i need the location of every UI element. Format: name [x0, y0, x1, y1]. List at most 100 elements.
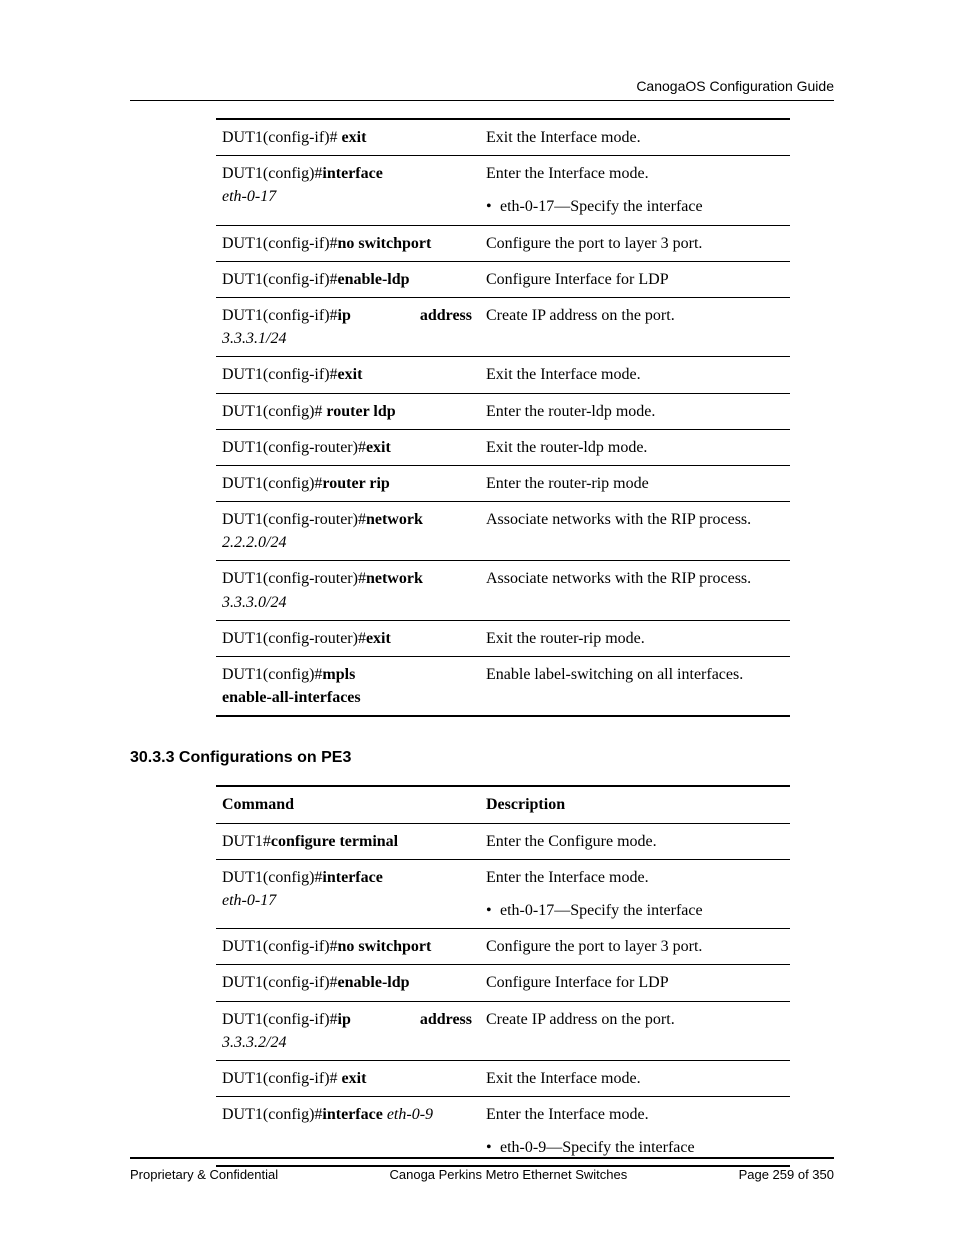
table-row: DUT1(config-if)#no switchport Configure …: [216, 225, 790, 261]
cmd-keyword: exit: [338, 366, 363, 383]
bullet-text: eth-0-17—Specify the interface: [500, 902, 703, 919]
cmd-description: Configure the port to layer 3 port.: [480, 225, 790, 261]
cmd-description: Enable label-switching on all interfaces…: [480, 657, 790, 717]
cmd-prefix: DUT1(config)#: [222, 666, 322, 683]
cmd-description: Configure Interface for LDP: [480, 261, 790, 297]
cmd-prefix: DUT1(config-if)#: [222, 938, 338, 955]
table-row: DUT1(config)#interface eth-0-17 Enter the…: [216, 156, 790, 225]
cmd-keyword: exit: [342, 1070, 367, 1087]
cmd-arg: 3.3.3.0/24: [222, 594, 286, 611]
cmd-prefix: DUT1(config-router)#: [222, 511, 366, 528]
cmd-description: Enter the Interface mode.: [486, 165, 649, 182]
table-row: DUT1(config-if)#ip address 3.3.3.1/24 Cre…: [216, 297, 790, 356]
cmd-arg: eth-0-9: [387, 1106, 433, 1123]
table-row: DUT1(config-if)#exit Exit the Interface …: [216, 357, 790, 393]
table-row: DUT1(config-router)#exit Exit the router…: [216, 429, 790, 465]
cmd-keyword: interface: [322, 869, 382, 886]
table-row: DUT1(config-if)#ip address 3.3.3.2/24 Cre…: [216, 1001, 790, 1060]
cmd-prefix: DUT1(config-router)#: [222, 570, 366, 587]
cmd-prefix: DUT1(config-router)#: [222, 630, 366, 647]
header-guide-title: CanogaOS Configuration Guide: [636, 78, 834, 94]
cmd-prefix: DUT1(config)#: [222, 165, 322, 182]
config-table-1: DUT1(config-if)# exit Exit the Interface…: [216, 118, 790, 717]
page-footer: Proprietary & Confidential Canoga Perkin…: [130, 1167, 834, 1182]
cmd-keyword: exit: [366, 630, 391, 647]
bullet-item: •eth-0-9—Specify the interface: [486, 1136, 782, 1159]
cmd-description: Exit the router-rip mode.: [480, 620, 790, 656]
cmd-prefix: DUT1(config-if)#: [222, 974, 338, 991]
table-row: DUT1(config-router)#network2.2.2.0/24 As…: [216, 502, 790, 561]
cmd-description: Create IP address on the port.: [480, 1001, 790, 1060]
table-row: DUT1(config-if)# exit Exit the Interface…: [216, 1060, 790, 1096]
bullet-item: •eth-0-17—Specify the interface: [486, 899, 782, 922]
cmd-prefix: DUT1(config-if)#: [222, 271, 338, 288]
cmd-keyword: configure terminal: [271, 833, 398, 850]
cmd-keyword: exit: [366, 439, 391, 456]
table-row: DUT1#configure terminal Enter the Config…: [216, 823, 790, 859]
cmd-description: Enter the Configure mode.: [480, 823, 790, 859]
table-row: DUT1(config-if)#no switchport Configure …: [216, 929, 790, 965]
cmd-keyword: ip address: [338, 1011, 472, 1028]
section-heading: 30.3.3 Configurations on PE3: [130, 749, 834, 767]
cmd-arg: 3.3.3.2/24: [222, 1034, 286, 1051]
cmd-description: Create IP address on the port.: [480, 297, 790, 356]
cmd-keyword: no switchport: [338, 938, 432, 955]
cmd-prefix: DUT1(config-router)#: [222, 439, 366, 456]
cmd-keyword: ip address: [338, 307, 472, 324]
cmd-description: Enter the Interface mode.: [486, 1106, 649, 1123]
cmd-description: Associate networks with the RIP process.: [480, 502, 790, 561]
table-row: DUT1(config-if)#enable-ldp Configure Int…: [216, 965, 790, 1001]
cmd-description: Exit the Interface mode.: [480, 1060, 790, 1096]
table-row: DUT1(config)# router ldp Enter the route…: [216, 393, 790, 429]
cmd-keyword: interface: [322, 165, 382, 182]
table-row: DUT1(config)#interface eth-0-9 Enter the…: [216, 1097, 790, 1167]
footer-left: Proprietary & Confidential: [130, 1167, 278, 1182]
footer-rule: [130, 1157, 834, 1159]
footer-right: Page 259 of 350: [739, 1167, 834, 1182]
cmd-keyword: network: [366, 570, 423, 587]
bullet-text: eth-0-17—Specify the interface: [500, 198, 703, 215]
cmd-prefix: DUT1(config-if)#: [222, 1011, 338, 1028]
table-row: DUT1(config-if)#enable-ldp Configure Int…: [216, 261, 790, 297]
bullet-text: eth-0-9—Specify the interface: [500, 1139, 695, 1156]
cmd-prefix: DUT1(config-if)#: [222, 307, 338, 324]
cmd-prefix: DUT1(config-if)#: [222, 129, 342, 146]
cmd-keyword: mpls: [322, 666, 355, 683]
cmd-prefix: DUT1(config)#: [222, 869, 322, 886]
cmd-keyword: no switchport: [338, 235, 432, 252]
cmd-prefix: DUT1(config-if)#: [222, 366, 338, 383]
column-header-command: Command: [216, 786, 480, 823]
table-row: DUT1(config-if)# exit Exit the Interface…: [216, 119, 790, 156]
cmd-description: Configure Interface for LDP: [480, 965, 790, 1001]
page-content: DUT1(config-if)# exit Exit the Interface…: [130, 118, 834, 1167]
table-row: DUT1(config)#interface eth-0-17 Enter the…: [216, 859, 790, 928]
cmd-description: Exit the Interface mode.: [480, 357, 790, 393]
cmd-keyword: enable-ldp: [338, 271, 410, 288]
cmd-arg: eth-0-17: [222, 188, 276, 205]
footer-center: Canoga Perkins Metro Ethernet Switches: [389, 1167, 627, 1182]
config-table-2: Command Description DUT1#configure termi…: [216, 785, 790, 1167]
table-row: DUT1(config)#mpls enable-all-interfaces E…: [216, 657, 790, 717]
cmd-description: Exit the router-ldp mode.: [480, 429, 790, 465]
cmd-description: Exit the Interface mode.: [480, 119, 790, 156]
cmd-arg: 3.3.3.1/24: [222, 330, 286, 347]
cmd-arg: eth-0-17: [222, 892, 276, 909]
cmd-description: Enter the router-ldp mode.: [480, 393, 790, 429]
cmd-keyword: router rip: [322, 475, 389, 492]
cmd-description: Associate networks with the RIP process.: [480, 561, 790, 620]
cmd-keyword: enable-ldp: [338, 974, 410, 991]
cmd-prefix: DUT1(config-if)#: [222, 1070, 342, 1087]
table-row: DUT1(config)#router rip Enter the router…: [216, 465, 790, 501]
cmd-description: Configure the port to layer 3 port.: [480, 929, 790, 965]
cmd-prefix: DUT1(config)#: [222, 1106, 322, 1123]
cmd-keyword: interface: [322, 1106, 386, 1123]
cmd-keyword: router ldp: [326, 403, 395, 420]
cmd-keyword: exit: [342, 129, 367, 146]
cmd-keyword: enable-all-interfaces: [222, 689, 361, 706]
cmd-description: Enter the Interface mode.: [486, 869, 649, 886]
cmd-prefix: DUT1#: [222, 833, 271, 850]
column-header-description: Description: [480, 786, 790, 823]
header-rule: [130, 100, 834, 101]
cmd-arg: 2.2.2.0/24: [222, 534, 286, 551]
table-row: DUT1(config-router)#exit Exit the router…: [216, 620, 790, 656]
